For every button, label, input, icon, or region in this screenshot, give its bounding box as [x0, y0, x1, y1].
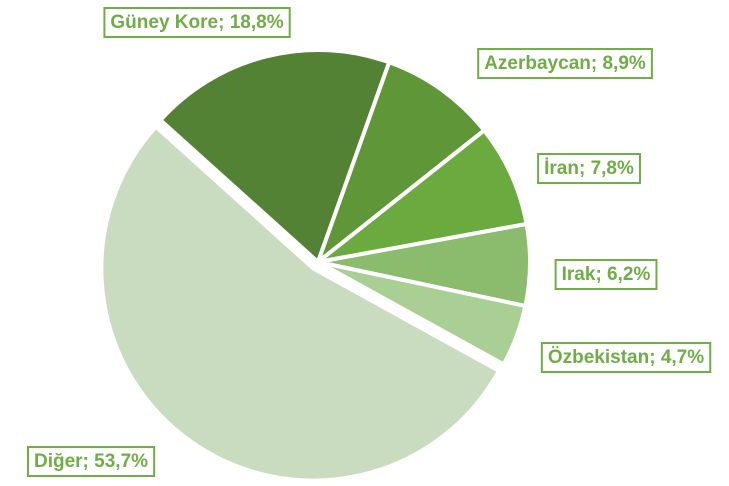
data-label: Diğer; 53,7%	[26, 446, 156, 478]
category-name: İran	[544, 158, 579, 179]
data-label: Irak; 6,2%	[554, 259, 658, 291]
data-label: İran; 7,8%	[537, 153, 641, 185]
value-label: 4,7%	[661, 347, 704, 368]
category-name: Diğer	[34, 451, 83, 472]
label-separator: ;	[83, 451, 95, 472]
category-name: Azerbaycan	[484, 53, 591, 74]
pie-slice	[99, 124, 502, 483]
value-label: 18,8%	[230, 12, 284, 33]
category-name: Irak	[562, 264, 596, 285]
label-box	[537, 153, 641, 185]
pie-slice	[316, 128, 529, 264]
pie-slice	[316, 260, 528, 367]
data-label: Azerbaycan; 8,9%	[477, 48, 653, 80]
category-name: Güney Kore	[110, 12, 218, 33]
pie-slice	[316, 60, 487, 264]
label-box	[26, 446, 156, 478]
label-separator: ;	[579, 158, 591, 179]
value-label: 53,7%	[94, 451, 148, 472]
data-label: Özbekistan; 4,7%	[540, 342, 712, 374]
label-separator: ;	[649, 347, 661, 368]
label-box	[540, 342, 712, 374]
label-text: Güney Kore; 18,8%	[110, 12, 283, 33]
label-text: Azerbaycan; 8,9%	[484, 53, 646, 74]
label-separator: ;	[595, 264, 607, 285]
label-text: İran; 7,8%	[544, 158, 634, 179]
category-name: Özbekistan	[548, 347, 649, 368]
label-text: Irak; 6,2%	[562, 264, 651, 285]
pie-slice	[158, 48, 392, 264]
label-text: Özbekistan; 4,7%	[548, 347, 704, 368]
label-separator: ;	[218, 12, 230, 33]
value-label: 7,8%	[591, 158, 634, 179]
data-label: Güney Kore; 18,8%	[103, 7, 291, 39]
label-box	[477, 48, 653, 80]
label-separator: ;	[591, 53, 603, 74]
label-text: Diğer; 53,7%	[34, 451, 148, 472]
value-label: 8,9%	[602, 53, 645, 74]
label-box	[103, 7, 291, 39]
value-label: 6,2%	[607, 264, 650, 285]
label-box	[554, 259, 658, 291]
